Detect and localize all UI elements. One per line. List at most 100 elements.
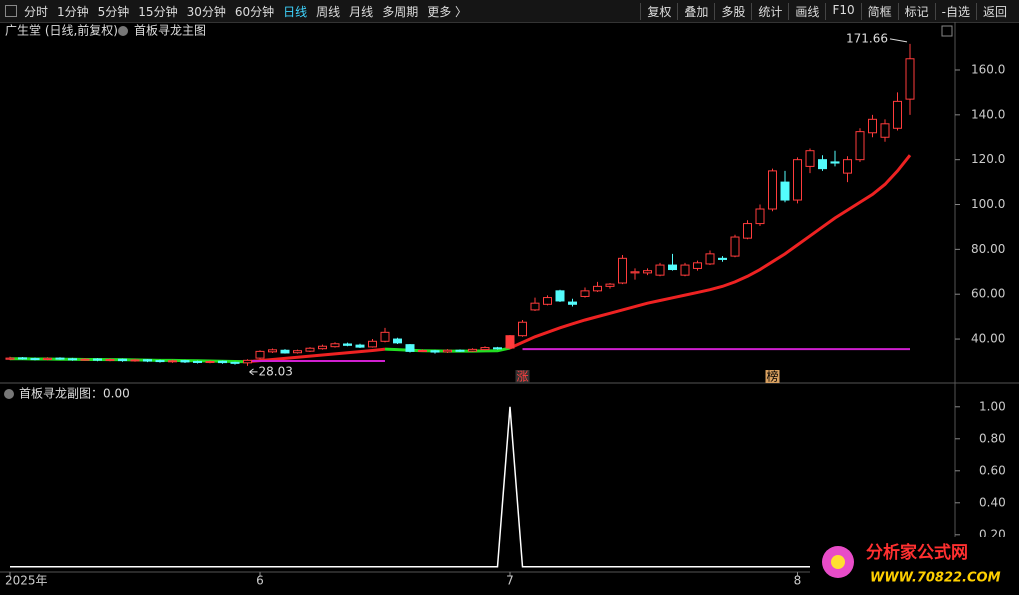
candle-body bbox=[43, 357, 52, 360]
panel-icon[interactable] bbox=[5, 5, 17, 17]
high-label: 171.66 bbox=[846, 31, 888, 45]
period-tab[interactable]: 60分钟 bbox=[234, 5, 275, 19]
period-tab[interactable]: 月线 bbox=[349, 5, 374, 19]
tool-button[interactable]: 返回 bbox=[975, 3, 1013, 20]
y-tick-label: 1.00 bbox=[979, 399, 1006, 413]
tool-button[interactable]: 复权 bbox=[640, 3, 677, 20]
candle-body bbox=[68, 358, 77, 361]
candle-body bbox=[580, 290, 590, 297]
tool-button[interactable]: 多股 bbox=[714, 3, 751, 20]
candle-body bbox=[868, 118, 877, 134]
candle-body bbox=[293, 350, 302, 354]
candle-body bbox=[168, 360, 177, 363]
candle-body bbox=[880, 123, 890, 138]
candle-body bbox=[518, 321, 527, 337]
y-tick-label: 80.00 bbox=[971, 242, 1005, 256]
y-tick-label: 100.0 bbox=[971, 197, 1005, 211]
period-tab[interactable]: 1分钟 bbox=[57, 5, 89, 19]
candle-body bbox=[80, 358, 90, 361]
period-tab[interactable]: 日线 bbox=[283, 5, 308, 19]
candle-body bbox=[855, 131, 865, 161]
candle-body bbox=[818, 159, 827, 170]
logo-title: 分析家公式网 bbox=[866, 542, 968, 563]
candle-body bbox=[205, 360, 215, 363]
tool-button[interactable]: F10 bbox=[825, 3, 860, 20]
candle-body bbox=[105, 358, 115, 361]
candle-body bbox=[30, 358, 40, 361]
logo: 分析家公式网 WWW.70822.COM bbox=[810, 537, 1010, 592]
candle-body bbox=[418, 349, 427, 352]
candle-body bbox=[268, 349, 277, 353]
candle-body bbox=[143, 359, 152, 362]
toolbar: 分时 1分钟 5分钟 15分钟 30分钟 60分钟 日线 周线 月线 多周期 更多 〉 复权 叠加 多股… bbox=[0, 0, 1019, 23]
candle-body bbox=[843, 159, 852, 174]
tool-button[interactable]: 标记 bbox=[897, 3, 935, 20]
marker-label: 涨 bbox=[516, 369, 528, 384]
period-tab[interactable]: 15分钟 bbox=[138, 5, 178, 19]
dropdown-icon[interactable] bbox=[118, 26, 128, 36]
candle-body bbox=[130, 359, 140, 362]
candle-body bbox=[768, 170, 777, 210]
tool-button[interactable]: 画线 bbox=[788, 3, 825, 20]
x-tick-label: 6 bbox=[256, 574, 264, 588]
y-tick-label: 0.80 bbox=[979, 431, 1006, 445]
tool-button[interactable]: 简框 bbox=[860, 3, 898, 20]
period-tab[interactable]: 30分钟 bbox=[186, 5, 226, 19]
logo-flower-center bbox=[831, 555, 845, 569]
period-tab[interactable]: 多周期 bbox=[382, 5, 419, 19]
period-tab[interactable]: 分时 bbox=[24, 5, 49, 19]
candle-body bbox=[905, 58, 915, 100]
candle-body bbox=[480, 347, 490, 351]
candle-body bbox=[718, 257, 727, 260]
candle-body bbox=[368, 340, 377, 348]
candle-body bbox=[705, 253, 715, 265]
candle-body bbox=[655, 264, 665, 276]
candle-body bbox=[618, 257, 627, 284]
window-icon[interactable] bbox=[941, 25, 953, 37]
candle-body bbox=[630, 271, 640, 274]
period-tab[interactable]: 周线 bbox=[316, 5, 341, 19]
candle-body bbox=[755, 208, 765, 225]
dropdown-icon[interactable] bbox=[4, 389, 14, 399]
period-tab[interactable]: 5分钟 bbox=[97, 5, 130, 19]
candle-body bbox=[593, 285, 602, 292]
candle-body bbox=[693, 262, 702, 269]
candle-body bbox=[230, 361, 240, 364]
candle-body bbox=[430, 350, 440, 353]
candle-body bbox=[568, 301, 577, 305]
tool-button[interactable]: -自选 bbox=[934, 3, 976, 20]
candle-body bbox=[193, 360, 202, 363]
candle-body bbox=[455, 349, 465, 352]
candle-body bbox=[780, 181, 790, 201]
candle-body bbox=[155, 360, 165, 363]
candle-body bbox=[543, 297, 552, 305]
x-tick-label: 7 bbox=[506, 574, 514, 588]
period-tab[interactable]: 更多 〉 bbox=[427, 5, 468, 19]
candle-body bbox=[218, 360, 227, 364]
tool-button[interactable]: 统计 bbox=[751, 3, 788, 20]
period-tabs: 分时 1分钟 5分钟 15分钟 30分钟 60分钟 日线 周线 月线 多周期 更多 〉 bbox=[24, 3, 467, 20]
candle-body bbox=[805, 150, 815, 167]
candle-body bbox=[743, 223, 752, 239]
candle-body bbox=[793, 159, 802, 201]
candle-body bbox=[343, 343, 352, 346]
candle-body bbox=[530, 302, 540, 311]
candle-body bbox=[468, 348, 477, 352]
tool-button[interactable]: 叠加 bbox=[677, 3, 714, 20]
candle-body bbox=[243, 359, 252, 364]
high-arrow bbox=[889, 38, 908, 43]
candle-body bbox=[118, 358, 127, 362]
candle-body bbox=[505, 335, 515, 349]
candle-body bbox=[55, 357, 65, 360]
candle-body bbox=[680, 264, 690, 276]
marker-badge bbox=[765, 370, 780, 383]
marker-badge bbox=[515, 370, 530, 383]
y-tick-label: 0.60 bbox=[979, 463, 1006, 477]
y-tick-label: 120.0 bbox=[971, 152, 1005, 166]
candle-body bbox=[305, 347, 315, 352]
candle-body bbox=[380, 331, 390, 342]
candle-body bbox=[5, 357, 15, 360]
candle-body bbox=[830, 161, 840, 164]
candle-body bbox=[668, 264, 677, 271]
